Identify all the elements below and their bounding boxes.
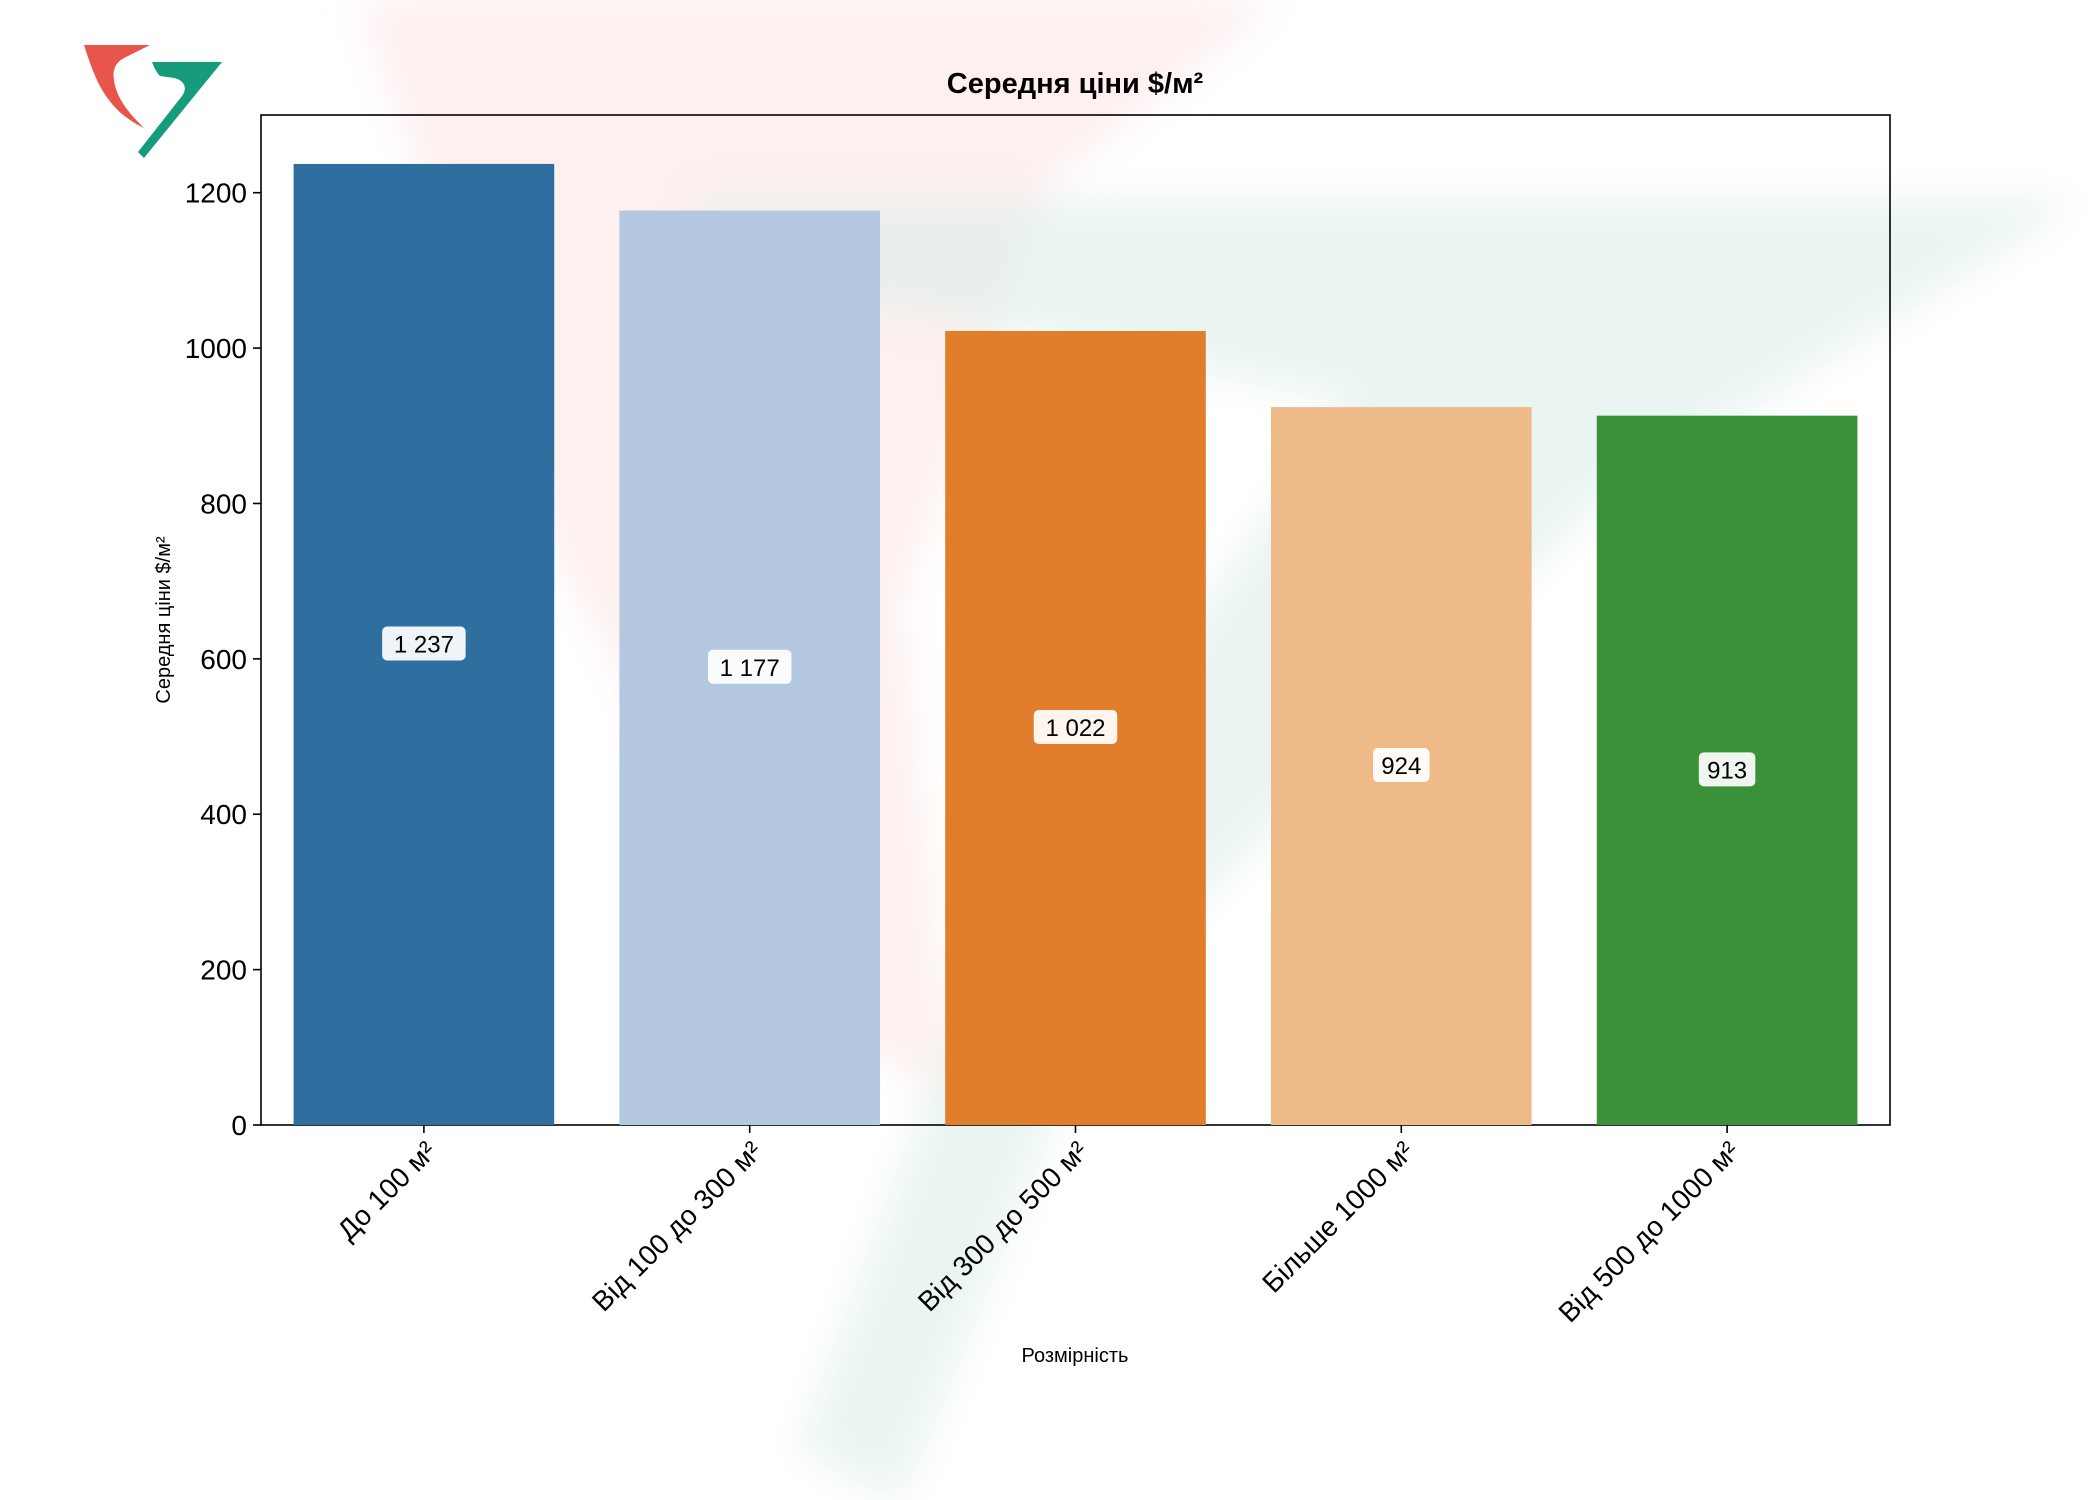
y-tick-label-5: 800 [200, 488, 247, 519]
x-tick-label-2: Від 100 до 300 м² [586, 1135, 768, 1317]
data-label-box-4 [1373, 748, 1430, 783]
data-label-3: 1 022 [1033, 709, 1118, 744]
data-label-text-5: 913 [1707, 757, 1747, 784]
y-tick-label-4: 600 [200, 644, 247, 675]
data-label-box-2 [707, 649, 792, 684]
data-label-4: 924 [1373, 748, 1430, 783]
data-label-text-2: 1 177 [720, 655, 780, 682]
y-tick-label-1: 0 [231, 1110, 247, 1141]
data-label-box-5 [1698, 752, 1756, 787]
x-tick-label-4: Більше 1000 м² [1256, 1135, 1419, 1298]
chart-title: Середня ціни $/м² [947, 68, 1204, 100]
company-logo-icon [84, 45, 222, 158]
data-label-5: 913 [1698, 752, 1756, 787]
data-label-2: 1 177 [707, 649, 792, 684]
y-tick-label-6: 1000 [185, 333, 247, 364]
data-label-text-4: 924 [1381, 753, 1421, 780]
data-label-box-3 [1033, 709, 1118, 744]
y-tick-label-2: 200 [200, 955, 247, 986]
x-axis-label: Розмірність [1022, 1345, 1129, 1367]
x-tick-label-1: До 100 м² [331, 1135, 442, 1246]
data-label-text-3: 1 022 [1045, 715, 1105, 742]
data-label-1: 1 237 [382, 626, 466, 661]
y-axis-label: Середня ціни $/м² [153, 536, 175, 704]
y-tick-label-3: 400 [200, 799, 247, 830]
x-tick-label-5: Від 500 до 1000 м² [1552, 1135, 1745, 1328]
y-tick-label-7: 1200 [185, 178, 247, 209]
data-label-text-1: 1 237 [394, 631, 454, 658]
data-label-box-1 [382, 626, 466, 661]
